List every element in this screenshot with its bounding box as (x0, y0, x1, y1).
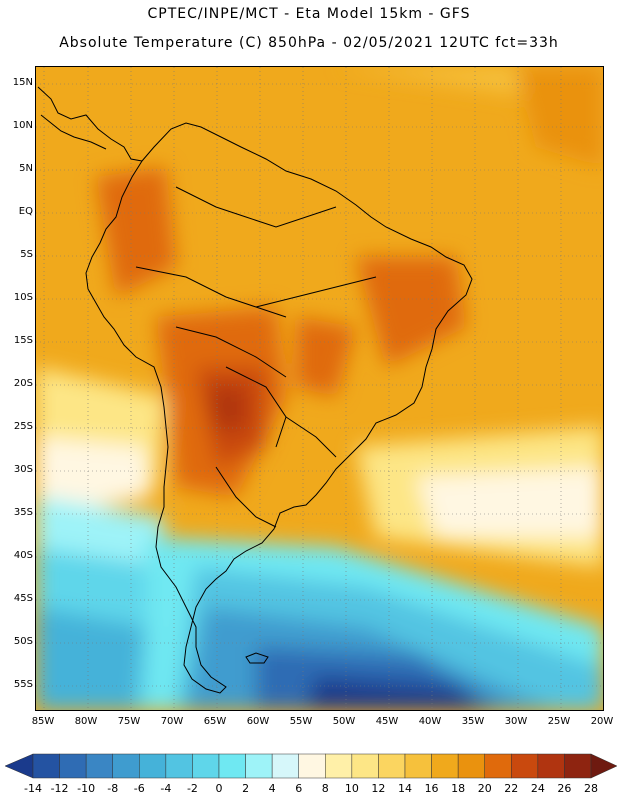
colorbar-swatch (139, 753, 167, 779)
lon-label: 35W (461, 716, 485, 727)
lat-label: 20S (13, 378, 33, 389)
colorbar-swatch (457, 753, 485, 779)
lon-label: 45W (375, 716, 399, 727)
lat-label: 10S (13, 292, 33, 303)
lon-label: 25W (547, 716, 571, 727)
colorbar-swatch (325, 753, 353, 779)
colorbar-label: 16 (424, 782, 439, 795)
lat-label: 55S (13, 679, 33, 690)
colorbar-label: 10 (344, 782, 359, 795)
colorbar-label: -6 (133, 782, 145, 795)
lat-label: 35S (13, 507, 33, 518)
colorbar-label: 26 (557, 782, 572, 795)
colorbar-swatch (112, 753, 140, 779)
lat-label: 25S (13, 421, 33, 432)
lon-label: 85W (31, 716, 55, 727)
colorbar-swatch (245, 753, 273, 779)
colorbar-max-arrow (590, 753, 617, 779)
colorbar-label: -12 (50, 782, 69, 795)
colorbar-swatch (511, 753, 539, 779)
lon-label: 50W (332, 716, 356, 727)
colorbar-label: 18 (451, 782, 466, 795)
colorbar-swatch (165, 753, 193, 779)
lat-label: 15N (12, 77, 33, 88)
lon-label: 65W (203, 716, 227, 727)
colorbar-swatch (378, 753, 406, 779)
colorbar-label: 24 (530, 782, 545, 795)
colorbar-swatch (431, 753, 459, 779)
colorbar-label: 0 (215, 782, 223, 795)
colorbar-swatch (32, 753, 60, 779)
colorbar-min-arrow (5, 753, 34, 779)
lat-label: 40S (13, 550, 33, 561)
colorbar-label: 20 (477, 782, 492, 795)
colorbar-label: -2 (186, 782, 198, 795)
lat-label: 50S (13, 636, 33, 647)
colorbar-label: 14 (398, 782, 412, 795)
colorbar-swatch (537, 753, 565, 779)
colorbar-swatch (192, 753, 220, 779)
lon-label: 40W (418, 716, 442, 727)
colorbar-swatch (85, 753, 113, 779)
lon-label: 60W (246, 716, 270, 727)
temperature-map (36, 67, 603, 710)
colorbar-label: -4 (160, 782, 172, 795)
colorbar-swatch (351, 753, 379, 779)
chart-title: CPTEC/INPE/MCT - Eta Model 15km - GFS (147, 6, 471, 22)
lon-label: 80W (74, 716, 98, 727)
colorbar-swatch (564, 753, 592, 779)
colorbar-label: 28 (584, 782, 598, 795)
map-grid (36, 67, 603, 710)
colorbar-label: 8 (321, 782, 329, 795)
colorbar-swatch (484, 753, 512, 779)
lat-label: 15S (13, 335, 33, 346)
colorbar-label: 6 (295, 782, 303, 795)
lon-label: 20W (590, 716, 614, 727)
colorbar-label: -14 (24, 782, 42, 795)
chart-subtitle: Absolute Temperature (C) 850hPa - 02/05/… (59, 35, 559, 51)
lat-label: 5N (19, 163, 33, 174)
lon-label: 70W (160, 716, 184, 727)
colorbar-label: -10 (77, 782, 96, 795)
map-area[interactable] (35, 66, 604, 711)
colorbar-label: 2 (242, 782, 250, 795)
colorbar-swatch (404, 753, 432, 779)
colorbar-label: 12 (371, 782, 386, 795)
color-scale (5, 753, 617, 779)
lon-label: 55W (289, 716, 313, 727)
colorbar-swatch (218, 753, 246, 779)
lat-label: 45S (13, 593, 33, 604)
coastlines (37, 86, 473, 694)
colorbar-label: 22 (504, 782, 519, 795)
temperature-field (36, 67, 603, 710)
colorbar-label: -8 (107, 782, 119, 795)
lat-label: 10N (12, 120, 33, 131)
colorbar-swatch (59, 753, 87, 779)
colorbar-swatch (271, 753, 299, 779)
lat-label: 5S (20, 249, 33, 260)
lat-label: 30S (13, 464, 33, 475)
lon-label: 30W (504, 716, 528, 727)
lon-label: 75W (117, 716, 141, 727)
colorbar-label: 4 (268, 782, 276, 795)
lat-label: EQ (18, 206, 33, 217)
colorbar-swatch (298, 753, 326, 779)
